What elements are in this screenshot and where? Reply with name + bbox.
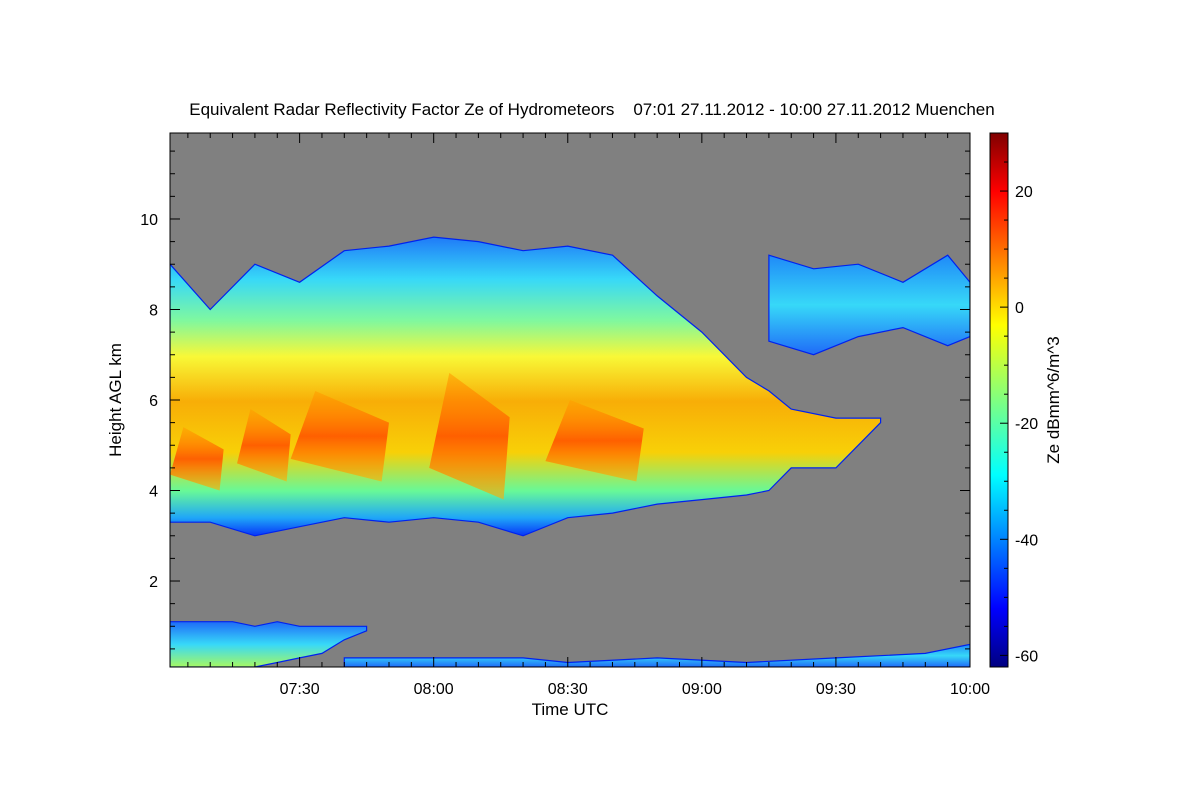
reflectivity-core-2	[237, 409, 291, 482]
reflectivity-core-3	[290, 390, 389, 482]
plot-area	[169, 132, 971, 668]
colorbar-tick-label: 20	[1015, 184, 1033, 201]
colorbar-tick-label: -60	[1015, 648, 1038, 665]
y-tick-label: 8	[149, 302, 158, 319]
colorbar-tick-label: -40	[1015, 532, 1038, 549]
x-tick-label: 09:30	[816, 681, 856, 698]
y-tick-label: 4	[149, 484, 158, 501]
y-tick-label: 6	[149, 393, 158, 410]
cloud-layer-3	[170, 621, 368, 667]
y-axis-label: Height AGL km	[106, 343, 125, 457]
x-tick-label: 08:30	[548, 681, 588, 698]
colorbar-label: Ze dBmm^6/m^3	[1044, 336, 1063, 463]
y-tick-label: 2	[149, 574, 158, 591]
reflectivity-core-1	[170, 427, 224, 491]
y-axis: 2 4 6 8 10	[140, 150, 970, 650]
x-tick-label: 09:00	[682, 681, 722, 698]
colorbar-tick-label: 0	[1015, 300, 1024, 317]
y-tick-label: 10	[140, 212, 158, 229]
x-tick-label: 07:30	[280, 681, 320, 698]
x-tick-label: 10:00	[950, 681, 990, 698]
cloud-layer-2	[768, 254, 970, 356]
colorbar-tick-label: -20	[1015, 416, 1038, 433]
chart-title: Equivalent Radar Reflectivity Factor Ze …	[189, 100, 994, 119]
x-axis-label: Time UTC	[532, 700, 609, 719]
colorbar: 20 0 -20 -40 -60	[989, 132, 1038, 668]
reflectivity-core-4	[429, 372, 510, 500]
x-axis: 07:30 08:00 08:30 09:00 09:30 10:00	[187, 133, 990, 698]
reflectivity-core-5	[545, 400, 644, 482]
x-tick-label: 08:00	[414, 681, 454, 698]
colorbar-gradient	[989, 132, 1009, 668]
